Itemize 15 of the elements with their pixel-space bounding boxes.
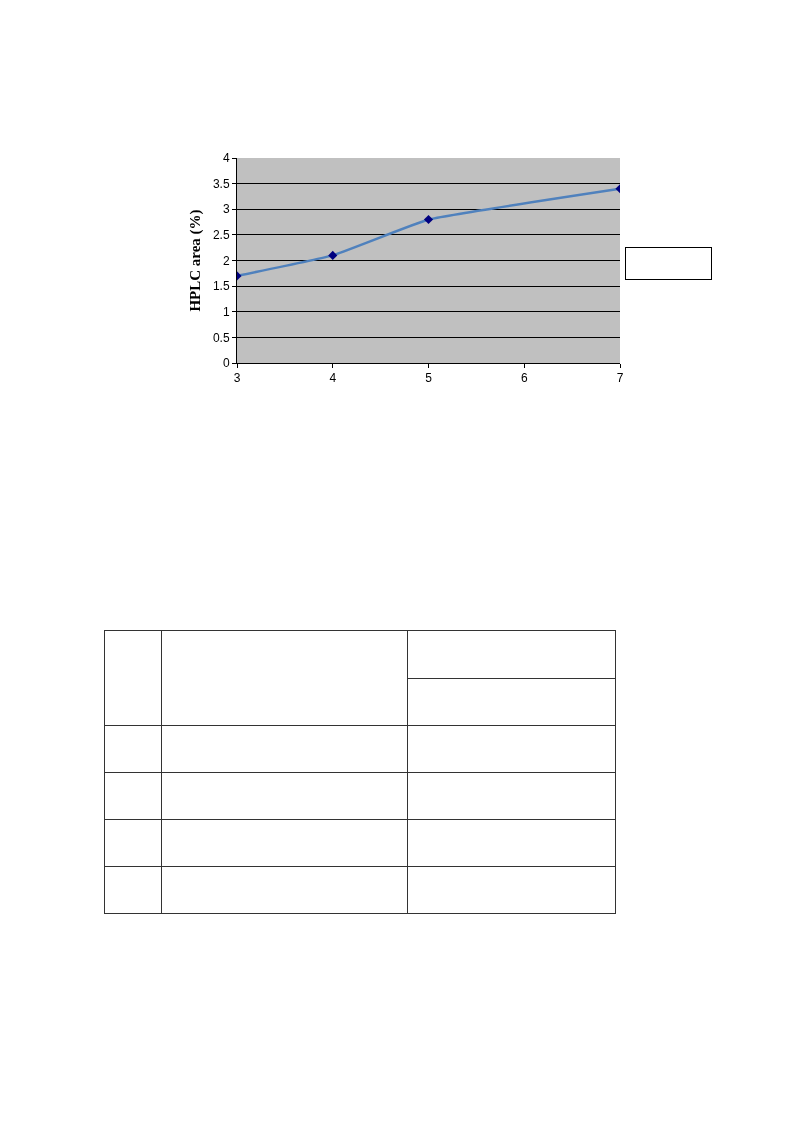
x-tick-label: 6 (520, 371, 528, 386)
y-tick-label: 0.5 (212, 330, 230, 345)
y-tick-label: 0 (222, 356, 230, 371)
x-tick-label: 5 (425, 371, 433, 386)
x-tick-label: 4 (329, 371, 337, 386)
x-tick-label: 3 (233, 371, 241, 386)
y-tick-label: 2 (222, 253, 230, 268)
y-tick-label: 1 (222, 304, 230, 319)
x-tick-label: 7 (616, 371, 624, 386)
y-tick-label: 2.5 (212, 228, 230, 243)
y-tick-label: 3 (222, 202, 230, 217)
y-tick-label: 4 (222, 151, 230, 166)
y-axis-title: HPLC area (%) (187, 209, 205, 312)
y-tick-label: 3.5 (212, 176, 230, 191)
y-tick-label: 1.5 (212, 279, 230, 294)
